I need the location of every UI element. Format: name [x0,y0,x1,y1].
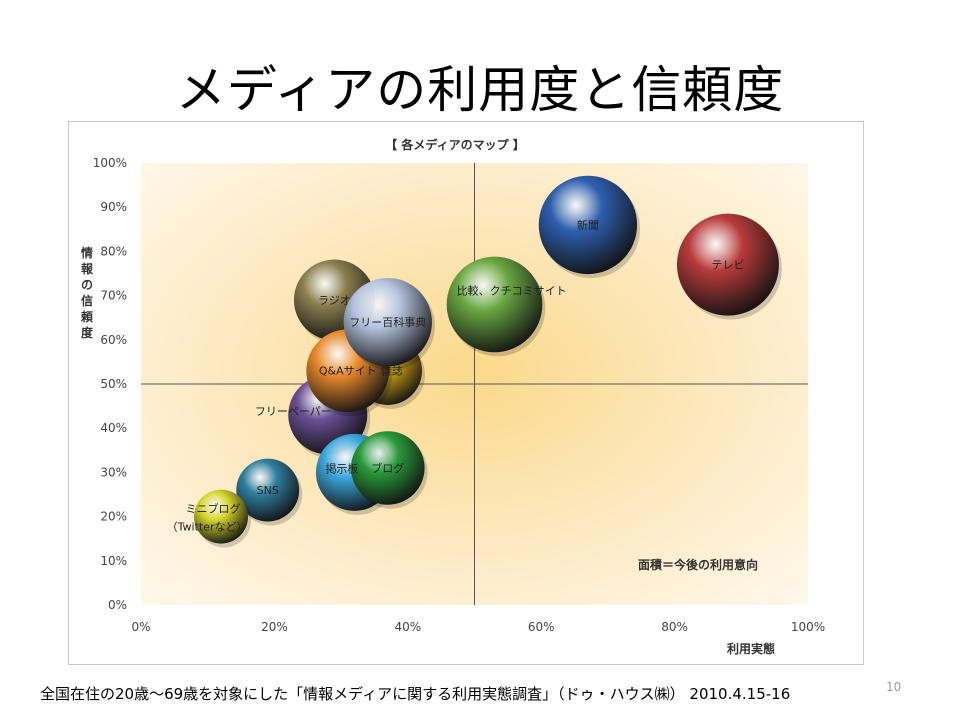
y-tick-label: 60% [100,333,127,347]
y-tick-label: 90% [100,200,127,214]
bubble-10 [236,458,300,522]
slide-title: メディアの利用度と信頼度 [175,61,785,119]
bubble-label: テレビ [711,259,744,272]
y-tick-label: 20% [100,510,127,524]
bubble-label: （Twitterなど） [167,521,248,534]
bubble-9 [351,431,425,505]
bubble-label: フリー百科事典 [349,315,426,329]
x-tick-label: 0% [131,620,150,634]
y-axis-label-char: 信 [81,293,93,308]
bubble-label: フリーペーパー [255,405,332,418]
bubble-label: ブログ [371,461,404,475]
bubble-label: Q&Aサイト [319,365,377,378]
y-tick-label: 40% [100,421,127,435]
bubble-1 [538,175,638,275]
quadrant-lines [141,163,808,605]
footer-source-note: 全国在住の20歳～69歳を対象にした「情報メディアに関する利用実態調査」（ドゥ・… [40,685,791,703]
bubble-7 [343,277,432,367]
y-tick-label: 30% [100,465,127,479]
y-tick-label: 50% [100,377,127,391]
x-tick-label: 80% [661,620,688,634]
bubble-2 [446,256,543,353]
y-axis-label-char: 頼 [80,309,94,324]
bubble-11 [194,489,249,544]
page-number: 10 [886,680,902,694]
chart-title: 【 各メディアのマップ 】 [385,137,525,152]
bubble-0 [676,213,779,316]
bubble-label: 掲示板 [325,461,358,475]
x-tick-label: 20% [261,620,288,634]
y-tick-label: 0% [108,598,127,612]
axis-ticks: 0% 10% 20% 30% 40% 50% 60% 70% 80% 90% 100% 0% 20% 40… [93,156,825,634]
x-tick-label: 40% [394,620,421,634]
x-axis-label: 利用実態 [727,641,775,656]
bubble-label: 比較、クチコミサイト [457,283,567,297]
x-tick-label: 100% [791,620,825,634]
bubble-chart: 【 各メディアのマップ 】 0% 10% 20% 30% 40% 50% 60% 70% 80%… [80,137,825,656]
bubble-label: ラジオ [318,294,351,307]
x-tick-label: 60% [528,620,555,634]
y-axis-label-char: の [81,278,93,292]
bubble-label: SNS [257,484,279,497]
chart-frame: 【 各メディアのマップ 】 0% 10% 20% 30% 40% 50% 60% 70% 80%… [68,121,864,665]
bubble-label: 雑誌 [381,364,403,378]
bubble-label: ミニブログ [186,502,241,516]
y-tick-label: 70% [100,289,127,303]
y-tick-label: 80% [100,244,127,258]
bubbles [194,175,782,548]
y-tick-label: 10% [100,554,127,568]
size-note: 面積＝今後の利用意向 [638,557,758,572]
y-axis-label-char: 報 [81,261,94,276]
bubble-label: 新聞 [577,218,599,232]
y-axis-label-char: 情 [81,245,93,260]
y-tick-label: 100% [93,156,127,170]
y-axis-label-char: 度 [81,325,94,340]
